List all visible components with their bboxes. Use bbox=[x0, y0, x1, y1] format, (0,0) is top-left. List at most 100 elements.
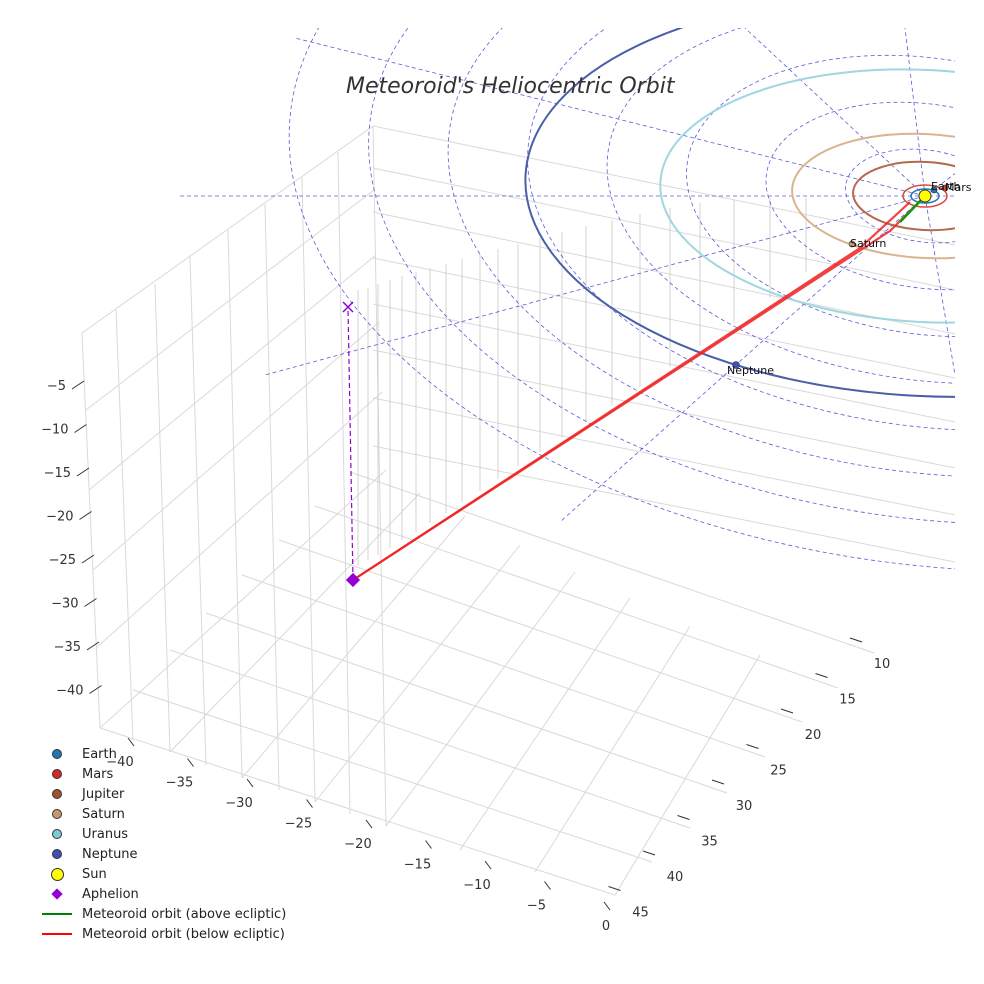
x-tick-label: −25 bbox=[285, 817, 312, 832]
legend-symbol bbox=[40, 844, 74, 864]
legend-label: Sun bbox=[82, 866, 107, 882]
y-tick-label: 40 bbox=[667, 870, 684, 885]
legend-item: Uranus bbox=[40, 824, 286, 844]
y-tick-mark bbox=[746, 744, 759, 749]
x-tick-label: −20 bbox=[344, 837, 371, 852]
orbit-below-ecliptic-return bbox=[352, 201, 911, 581]
x-tick-mark bbox=[544, 881, 551, 890]
legend-label: Saturn bbox=[82, 806, 125, 822]
legend-label: Meteoroid orbit (above ecliptic) bbox=[82, 906, 287, 922]
meteoroid-orbit bbox=[347, 195, 926, 581]
y-tick-mark bbox=[677, 815, 690, 820]
x-tick-label: −15 bbox=[404, 858, 431, 873]
legend-symbol bbox=[40, 904, 74, 924]
y-tick-mark bbox=[711, 779, 725, 785]
z-tick-mark bbox=[86, 641, 100, 651]
legend-label: Aphelion bbox=[82, 886, 139, 902]
legend-item: Meteoroid orbit (above ecliptic) bbox=[40, 904, 286, 924]
x-tick-mark bbox=[187, 758, 194, 767]
neptune-orbit bbox=[524, 28, 955, 398]
x-tick-label: 0 bbox=[602, 919, 610, 934]
z-tick-mark bbox=[71, 380, 85, 390]
legend-item: Jupiter bbox=[40, 784, 286, 804]
legend-label: Meteoroid orbit (below ecliptic) bbox=[82, 926, 285, 942]
x-tick-label: −30 bbox=[225, 796, 252, 811]
mars-marker bbox=[941, 184, 949, 192]
legend-item: Earth bbox=[40, 744, 286, 764]
x-tick-mark bbox=[484, 860, 492, 870]
legend-item: Saturn bbox=[40, 804, 286, 824]
legend-label: Neptune bbox=[82, 846, 138, 862]
x-tick-label: −5 bbox=[527, 899, 546, 914]
legend-symbol bbox=[40, 764, 74, 784]
x-tick-label: −40 bbox=[106, 755, 133, 770]
y-tick-label: 45 bbox=[632, 906, 649, 921]
legend-item: Meteoroid orbit (below ecliptic) bbox=[40, 924, 286, 944]
z-tick-label: −10 bbox=[41, 423, 68, 438]
earth-label: Earth bbox=[931, 180, 961, 193]
y-tick-label: 20 bbox=[805, 728, 822, 743]
y-tick-label: 35 bbox=[701, 835, 718, 850]
y-axis: 10 15 20 25 30 35 40 45 bbox=[608, 637, 891, 921]
planet-orbits bbox=[524, 28, 955, 398]
saturn-orbit bbox=[791, 132, 955, 260]
legend-symbol bbox=[40, 744, 74, 764]
y-tick-mark bbox=[642, 850, 656, 856]
z-tick-mark bbox=[81, 554, 95, 564]
legend-label: Earth bbox=[82, 746, 117, 762]
sun-marker bbox=[918, 189, 932, 203]
y-tick-label: 30 bbox=[736, 799, 753, 814]
legend-symbol bbox=[40, 884, 74, 904]
legend-label: Mars bbox=[82, 766, 114, 782]
z-tick-label: −25 bbox=[49, 553, 76, 568]
x-tick-label: −10 bbox=[463, 878, 490, 893]
jupiter-orbit bbox=[852, 160, 955, 232]
x-tick-mark bbox=[127, 737, 135, 747]
legend-symbol bbox=[40, 824, 74, 844]
y-tick-mark bbox=[849, 637, 863, 643]
z-tick-mark bbox=[84, 598, 97, 607]
z-tick-label: −20 bbox=[46, 510, 73, 525]
chart-title: Meteoroid's Heliocentric Orbit bbox=[346, 74, 675, 99]
y-tick-label: 15 bbox=[839, 693, 856, 708]
z-tick-label: −35 bbox=[54, 640, 81, 655]
z-tick-label: −5 bbox=[47, 379, 66, 394]
z-tick-mark bbox=[79, 511, 92, 520]
x-tick-mark bbox=[365, 819, 373, 829]
earth-marker bbox=[930, 186, 938, 194]
legend-symbol bbox=[40, 924, 74, 944]
z-axis: −5 −10 −15 −20 −25 −30 −35 −40 bbox=[41, 379, 102, 699]
saturn-label: Saturn bbox=[850, 237, 886, 250]
legend-symbol bbox=[40, 784, 74, 804]
earth-orbit bbox=[910, 188, 940, 204]
x-tick-mark bbox=[603, 901, 611, 911]
z-tick-mark bbox=[74, 424, 87, 433]
legend-item: Neptune bbox=[40, 844, 286, 864]
y-tick-mark bbox=[608, 886, 621, 891]
y-tick-mark bbox=[815, 673, 828, 678]
legend-label: Jupiter bbox=[82, 786, 125, 802]
legend-label: Uranus bbox=[82, 826, 129, 842]
aphelion-drop-line bbox=[347, 306, 354, 581]
legend-item: Aphelion bbox=[40, 884, 286, 904]
aphelion-marker bbox=[345, 572, 361, 588]
uranus-orbit bbox=[659, 68, 955, 324]
x-axis: −40 −35 −30 −25 −20 −15 −10 −5 0 bbox=[106, 737, 611, 934]
legend-item: Mars bbox=[40, 764, 286, 784]
y-tick-mark bbox=[780, 708, 794, 714]
mars-orbit bbox=[902, 184, 948, 208]
z-tick-mark bbox=[89, 685, 102, 694]
z-tick-label: −30 bbox=[51, 597, 78, 612]
x-tick-mark bbox=[306, 799, 313, 808]
legend-symbol bbox=[40, 804, 74, 824]
neptune-marker bbox=[732, 361, 740, 369]
axes-grid bbox=[81, 125, 956, 896]
z-tick-label: −15 bbox=[44, 466, 71, 481]
x-tick-mark bbox=[425, 840, 432, 849]
y-tick-label: 10 bbox=[874, 657, 891, 672]
mars-label: Mars bbox=[945, 181, 972, 194]
legend-symbol bbox=[40, 864, 74, 884]
projection-lines bbox=[357, 198, 807, 565]
z-tick-mark bbox=[76, 467, 90, 477]
